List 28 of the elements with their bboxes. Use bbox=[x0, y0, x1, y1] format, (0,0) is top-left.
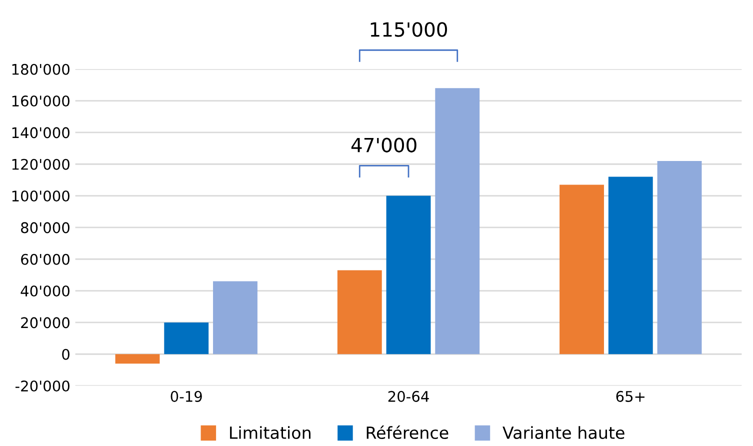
y-tick-label: -20'000 bbox=[15, 380, 70, 392]
text: 115'000 bbox=[370, 22, 447, 37]
bar bbox=[435, 88, 480, 354]
bar bbox=[386, 196, 431, 354]
x-tick-label: 0-19 bbox=[170, 390, 202, 402]
bar bbox=[115, 354, 160, 364]
y-tick-label: 140'000 bbox=[12, 127, 70, 138]
x-tick-label: 65+ bbox=[616, 390, 644, 402]
y-tick-label: 0 bbox=[62, 348, 70, 360]
y-tick-label: 80'000 bbox=[21, 222, 70, 234]
bar bbox=[560, 184, 604, 354]
y-tick-label: 20'000 bbox=[21, 317, 70, 328]
bar bbox=[164, 322, 209, 354]
bar bbox=[213, 281, 258, 354]
x-tick-label: 20-64 bbox=[388, 390, 429, 402]
y-tick-label: 120'000 bbox=[12, 158, 70, 170]
bar bbox=[657, 160, 702, 354]
bar bbox=[608, 176, 653, 354]
y-tick-label: 100'000 bbox=[12, 190, 70, 202]
y-tick-label: 160'000 bbox=[12, 96, 70, 107]
y-tick-label: 180'000 bbox=[12, 64, 70, 75]
legend-label: Variante haute bbox=[502, 426, 624, 440]
legend-label: Référence bbox=[366, 425, 448, 440]
bar bbox=[337, 270, 382, 354]
y-tick-label: 60'000 bbox=[21, 254, 70, 265]
legend-label: Limitation bbox=[230, 426, 310, 440]
y-tick-label: 40'000 bbox=[20, 286, 70, 297]
annotation: 47'000 bbox=[351, 138, 416, 152]
